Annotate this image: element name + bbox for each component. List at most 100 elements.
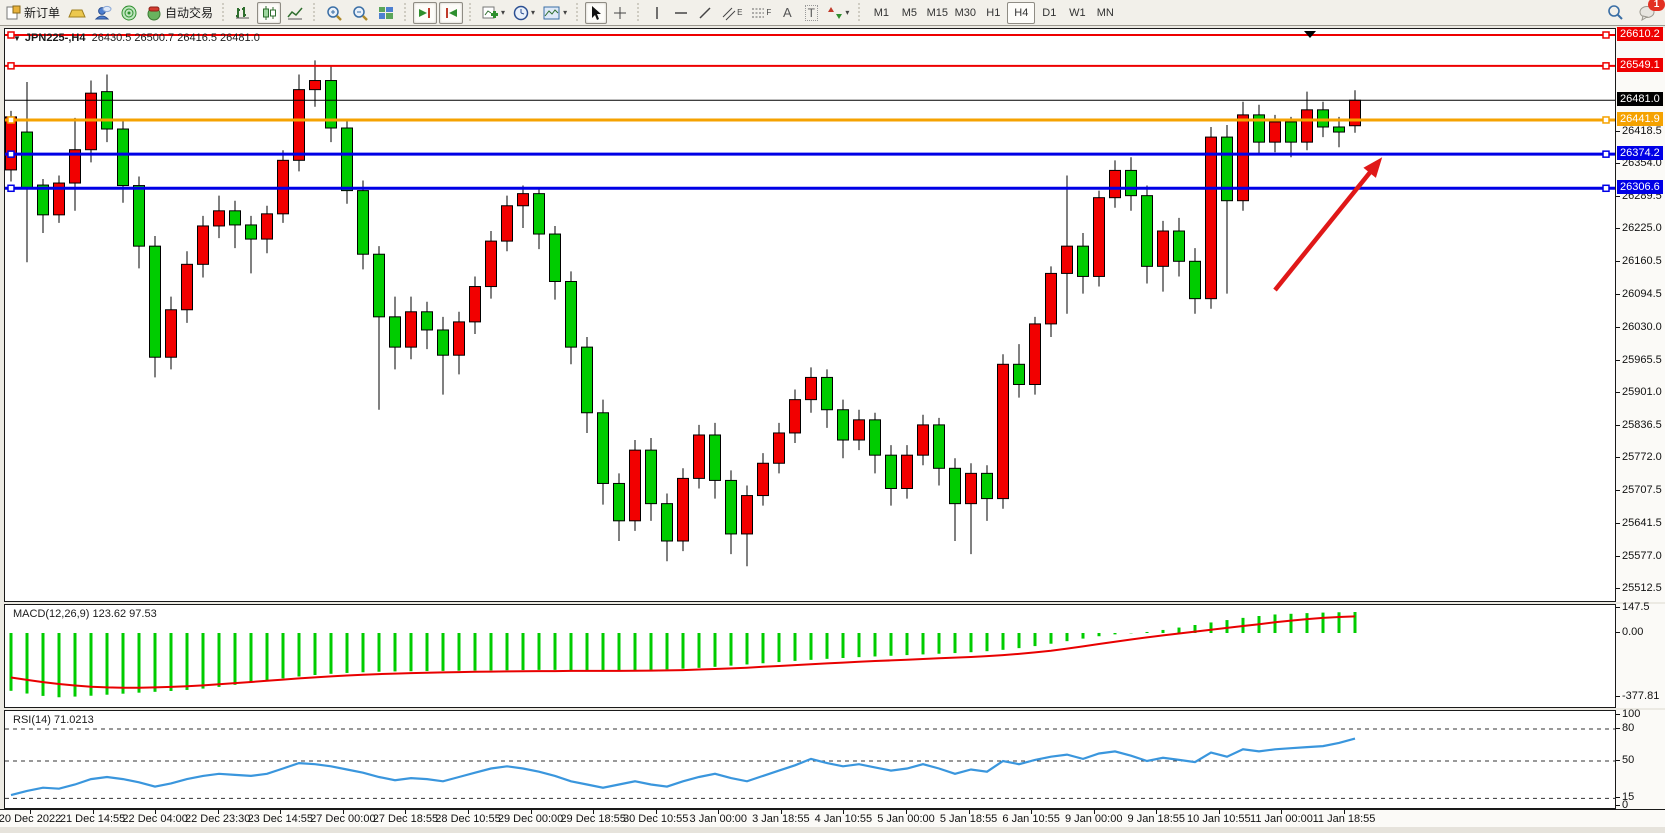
trend-arrow[interactable] [1273, 163, 1378, 292]
price-chart-pane[interactable]: ▼ JPN225-,H4 26430.5 26500.7 26416.5 2648… [4, 28, 1616, 602]
text-tool-button[interactable]: A [776, 2, 798, 24]
line-chart-icon [287, 7, 303, 19]
candle [181, 251, 193, 323]
notifications-button[interactable]: 1 [1635, 0, 1665, 24]
new-chart-icon [482, 6, 499, 18]
profiles-button[interactable] [91, 2, 115, 24]
time-tick-mark [718, 810, 720, 814]
candle [501, 195, 513, 252]
time-tick-mark [1031, 810, 1033, 814]
candle [1349, 90, 1361, 133]
chart-shift-button[interactable] [439, 1, 464, 24]
clock-icon [513, 5, 529, 20]
candle [53, 175, 65, 223]
price-tick-label: 25836.5 [1622, 418, 1662, 431]
level-line-anchor[interactable] [7, 150, 15, 158]
zoom-in-button[interactable] [322, 2, 346, 24]
market-watch-button[interactable] [65, 2, 89, 24]
candle [21, 82, 33, 263]
zoom-in-icon [327, 5, 342, 21]
level-line-anchor[interactable] [1602, 62, 1610, 70]
time-axis[interactable]: 20 Dec 2022 21 Dec 14:55 22 Dec 04:00 22 De… [0, 809, 1665, 828]
bar-chart-button[interactable] [231, 2, 255, 24]
level-line-anchor[interactable] [1602, 150, 1610, 158]
cursor-button[interactable] [585, 1, 608, 24]
macd-tick-mark [1616, 696, 1620, 698]
macd-pane[interactable]: MACD(12,26,9) 123.62 97.53 [4, 604, 1616, 708]
rsi-axis[interactable]: 100 80 50 15 0 [1616, 708, 1665, 811]
timeframe-button-d1[interactable]: D1 [1042, 6, 1057, 19]
collapse-arrow-icon[interactable]: ▼ [13, 34, 21, 43]
candle [1221, 124, 1233, 294]
timeframe-button-m30[interactable]: M30 [954, 6, 977, 19]
new-order-button[interactable]: 新订单 [2, 2, 63, 24]
time-label: 3 Jan 18:55 [752, 813, 810, 825]
level-line-anchor[interactable] [7, 31, 15, 39]
tile-windows-button[interactable] [374, 2, 398, 24]
equidistant-channel-button[interactable]: E [718, 2, 745, 24]
timeframe-button-m5[interactable]: M5 [901, 6, 917, 19]
arrows-tool-button[interactable]: ▾ [824, 2, 852, 24]
candle [341, 119, 353, 204]
level-line-anchor[interactable] [1602, 116, 1610, 124]
candle [725, 470, 737, 555]
price-tick-label: 25965.5 [1622, 353, 1662, 366]
price-tick-mark [1616, 130, 1620, 132]
time-tick-mark [906, 810, 907, 814]
price-tick-label: 26160.5 [1622, 255, 1662, 268]
chart-symbol-period: JPN225-,H4 [24, 32, 86, 44]
signals-button[interactable] [117, 2, 141, 24]
crosshair-button[interactable] [609, 2, 631, 24]
rsi-tick-label: 0 [1622, 799, 1629, 811]
text-label-button[interactable]: T [800, 2, 822, 24]
autotrade-button[interactable]: 自动交易 [143, 2, 216, 24]
level-line-anchor[interactable] [7, 116, 15, 124]
candlestick-chart-button[interactable] [257, 1, 282, 24]
dropdown-arrow-icon: ▾ [563, 8, 568, 17]
chart-shift-marker[interactable] [1304, 31, 1316, 38]
fibonacci-button[interactable]: F [747, 2, 774, 24]
horizontal-line-button[interactable] [670, 2, 692, 24]
trend-arrow-head[interactable] [1363, 157, 1383, 178]
level-line-anchor[interactable] [7, 62, 15, 70]
price-axis[interactable]: 26418.5 26354.0 26289.5 26225.0 26160.5 26094… [1616, 27, 1665, 602]
templates-button[interactable]: ▾ [540, 2, 570, 24]
time-tick-mark [968, 810, 970, 814]
line-chart-button[interactable] [283, 2, 307, 24]
level-line-anchor[interactable] [1602, 31, 1610, 39]
timeframe-button-h1[interactable]: H1 [986, 6, 1001, 19]
candle [1205, 126, 1217, 309]
new-chart-button[interactable]: ▾ [478, 2, 508, 24]
candle [149, 236, 161, 378]
time-label: 30 Dec 10:55 [622, 813, 689, 825]
level-line-anchor[interactable] [7, 184, 15, 193]
timeframe-button-m1[interactable]: M1 [873, 6, 889, 19]
candle [853, 409, 865, 451]
candle [357, 180, 369, 270]
auto-scroll-button[interactable] [413, 1, 438, 24]
dropdown-arrow-icon: ▾ [845, 8, 850, 17]
zoom-out-button[interactable] [348, 2, 372, 24]
candle [309, 60, 321, 107]
timeframe-button-mn[interactable]: MN [1096, 6, 1114, 19]
periods-button[interactable]: ▾ [510, 2, 538, 24]
rsi-pane[interactable]: RSI(14) 71.0213 [4, 710, 1616, 809]
candle [453, 311, 465, 375]
vertical-line-button[interactable] [646, 2, 668, 24]
candle [1125, 157, 1137, 211]
candle [421, 301, 433, 350]
candle [693, 424, 705, 489]
trendline-button[interactable] [694, 2, 716, 24]
candle [293, 74, 305, 172]
search-button[interactable] [1603, 2, 1627, 24]
level-line-anchor[interactable] [1602, 184, 1610, 193]
main-toolbar: 新订单 自动交易 [0, 0, 1665, 26]
timeframe-button-h4[interactable]: H4 [1007, 1, 1036, 24]
price-tick-label: 26030.0 [1622, 320, 1662, 333]
notification-badge: 1 [1648, 0, 1665, 11]
timeframe-button-w1[interactable]: W1 [1069, 6, 1086, 19]
candle [533, 187, 545, 250]
macd-axis[interactable]: 147.5 0.00 -377.81 [1616, 601, 1665, 708]
timeframe-button-m15[interactable]: M15 [926, 6, 949, 19]
time-tick-mark [530, 810, 532, 814]
